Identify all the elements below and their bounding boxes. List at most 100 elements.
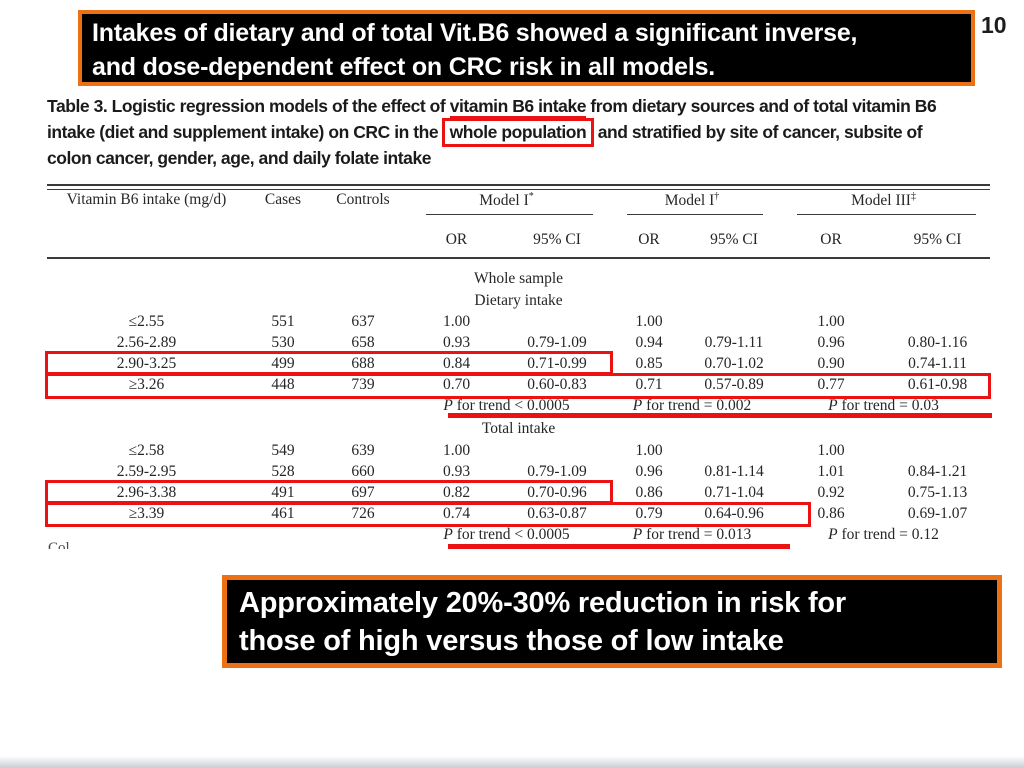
cell-ci3: 0.84-1.21 — [907, 462, 968, 480]
cell-ci2 — [691, 311, 777, 332]
table-header: Vitamin B6 intake (mg/d) Cases Controls … — [47, 188, 991, 258]
model-1-footnote-mark: * — [528, 191, 534, 202]
cell-controls: 639 — [351, 441, 375, 459]
regression-table: Vitamin B6 intake (mg/d) Cases Controls … — [47, 188, 991, 545]
col-header-model-3: Model III‡ — [777, 188, 990, 222]
cell-or1: 0.93 — [442, 333, 471, 351]
caption-highlight-box: whole population — [441, 118, 595, 147]
cell-ci1: 0.79-1.09 — [527, 333, 587, 351]
p-italic: P — [828, 525, 838, 543]
cell-ci2: 0.70-1.02 — [704, 354, 764, 372]
cell-ci1: 0.63-0.87 — [527, 504, 587, 522]
cell-ci3: 0.74-1.11 — [908, 354, 967, 372]
table-row-dietary-intake: Dietary intake — [47, 290, 990, 311]
cell-cases: 528 — [271, 462, 295, 480]
table-caption-line-1: Table 3. Logistic regression models of t… — [47, 96, 937, 119]
col-header-or-1: OR — [445, 230, 468, 248]
cell-intake: 2.59-2.95 — [116, 462, 177, 480]
table-row-whole-sample: Whole sample — [47, 258, 990, 290]
cell-or1: 0.70 — [442, 375, 471, 393]
cell-controls: 660 — [351, 462, 375, 480]
subsection-label: Total intake — [481, 420, 556, 437]
cell-intake: ≤2.58 — [128, 441, 165, 459]
cell-controls: 739 — [351, 375, 375, 393]
cell-or1: 1.00 — [442, 312, 471, 330]
top-banner-line-1: Intakes of dietary and of total Vit.B6 s… — [92, 19, 858, 47]
cell-ci3: 0.69-1.07 — [907, 504, 968, 522]
red-underline-dietary-ptrend — [448, 413, 992, 418]
cell-or3: 1.01 — [817, 462, 845, 480]
cell-ci2 — [691, 440, 777, 461]
cell-ci3: 0.80-1.16 — [907, 333, 968, 351]
cell-cases: 461 — [271, 504, 295, 522]
cell-or2: 1.00 — [635, 441, 663, 459]
cell-ci3 — [885, 440, 990, 461]
cell-ci1: 0.71-0.99 — [527, 354, 587, 372]
p-trend-text: for trend = 0.002 — [642, 397, 752, 414]
cell-or2: 0.94 — [635, 333, 663, 351]
p-trend-text: for trend = 0.013 — [642, 525, 752, 543]
cell-intake: ≥3.26 — [128, 375, 165, 393]
cell-intake: ≥3.39 — [128, 504, 165, 522]
empty-cell — [47, 524, 406, 545]
empty-header-cell — [320, 222, 406, 258]
caption-text: and stratified by site of cancer, subsit… — [593, 122, 923, 142]
p-trend-model-1: P for trend < 0.0005 — [406, 524, 607, 545]
cell-ci3 — [885, 311, 990, 332]
model-3-label: Model III — [851, 192, 911, 210]
cell-cases: 551 — [271, 312, 295, 330]
clipped-text-fragment: Col — [48, 540, 70, 549]
cell-intake: 2.96-3.38 — [116, 483, 177, 501]
cell-or3: 0.86 — [817, 504, 845, 522]
highlight-box-total-row4 — [45, 502, 811, 527]
col-header-ci-2: 95% CI — [710, 230, 758, 248]
model-2-footnote-mark: † — [714, 191, 720, 202]
cell-or2: 1.00 — [635, 312, 663, 330]
cell-ci2: 0.71-1.04 — [704, 483, 764, 501]
section-label: Whole sample — [473, 270, 564, 287]
table-row-highlighted: ≥3.26 448 739 0.70 0.60-0.83 0.71 0.57-0… — [47, 374, 990, 395]
cell-or1: 1.00 — [442, 441, 471, 459]
caption-text: Table 3. Logistic regression models of t… — [47, 96, 450, 116]
cell-ci1 — [507, 440, 607, 461]
red-underline-total-ptrend — [448, 544, 790, 549]
col-header-ci-1: 95% CI — [533, 230, 581, 248]
model-3-footnote-mark: ‡ — [910, 191, 916, 202]
header-row-or-ci: OR 95% CI OR 95% CI OR 95% CI — [47, 222, 990, 258]
col-header-or-3: OR — [820, 230, 842, 248]
table-row: 2.56-2.89 530 658 0.93 0.79-1.09 0.94 0.… — [47, 332, 990, 353]
cell-or3: 1.00 — [817, 312, 845, 330]
p-trend-model-3: P for trend = 0.12 — [777, 524, 990, 545]
top-banner-line-2: and dose-dependent effect on CRC risk in… — [92, 53, 716, 81]
cell-intake: ≤2.55 — [128, 312, 165, 330]
cell-cases: 448 — [271, 375, 295, 393]
cell-cases: 549 — [271, 441, 295, 459]
model-2-rule — [627, 214, 764, 216]
model-2-label: Model I — [664, 192, 715, 210]
table-row-highlighted: 2.96-3.38 491 697 0.82 0.70-0.96 0.86 0.… — [47, 482, 990, 503]
table-row-highlighted: 2.90-3.25 499 688 0.84 0.71-0.99 0.85 0.… — [47, 353, 990, 374]
cell-ci1: 0.60-0.83 — [527, 375, 587, 393]
slide-bottom-gradient — [0, 756, 1024, 768]
p-trend-model-3: P for trend = 0.03 — [777, 395, 990, 417]
highlight-box-dietary-row4 — [45, 373, 991, 399]
cell-controls: 637 — [351, 312, 375, 330]
cell-or3: 0.92 — [817, 483, 845, 501]
col-header-ci-3: 95% CI — [913, 230, 962, 248]
cell-or1: 0.84 — [442, 354, 471, 372]
cell-controls: 688 — [351, 354, 375, 372]
cell-or3: 1.00 — [817, 441, 845, 459]
cell-or1: 0.74 — [442, 504, 471, 522]
table-row-highlighted: ≥3.39 461 726 0.74 0.63-0.87 0.79 0.64-0… — [47, 503, 990, 524]
col-header-model-1: Model I* — [406, 188, 607, 222]
empty-header-cell — [47, 222, 246, 258]
cell-ci1: 0.79-1.09 — [527, 462, 587, 480]
table-body: Whole sample Dietary intake ≤2.55 551 63… — [47, 258, 990, 545]
col-header-model-2: Model I† — [607, 188, 777, 222]
table-row: ≤2.58 549 639 1.00 1.00 1.00 — [47, 440, 990, 461]
p-italic: P — [828, 397, 838, 414]
table-top-rule — [47, 184, 990, 190]
paper-scan: Table 3. Logistic regression models of t… — [40, 92, 1000, 562]
cell-or2: 0.85 — [635, 354, 663, 372]
